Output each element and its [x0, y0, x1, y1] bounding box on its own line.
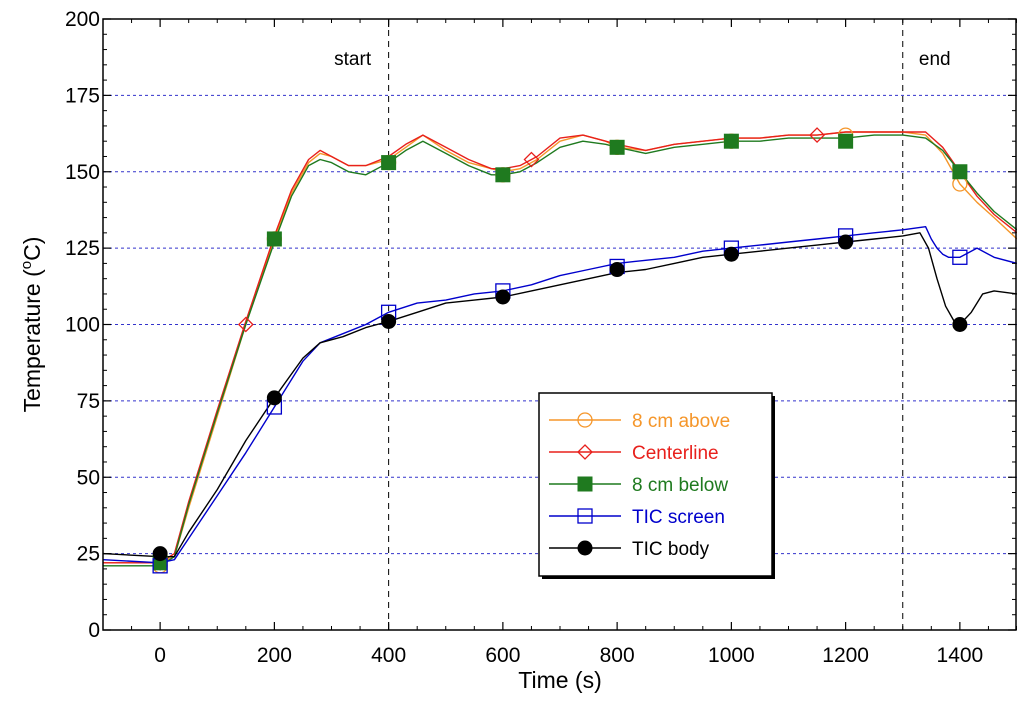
annotation-start: start [334, 49, 372, 70]
y-axis-label: Temperature (oC) [18, 237, 45, 413]
series-marker-2 [838, 133, 854, 149]
legend-label: 8 cm below [632, 475, 728, 496]
series-marker-1 [523, 151, 540, 168]
y-axis-label-superscript: o [18, 261, 35, 269]
series-marker-2 [381, 155, 397, 171]
series-marker-4 [609, 262, 625, 278]
y-tick-label: 50 [77, 466, 100, 489]
series-line-4 [102, 232, 1017, 558]
legend-label: Centerline [632, 443, 719, 464]
x-tick-label: 0 [154, 644, 166, 667]
series-marker-2 [495, 167, 511, 183]
series-marker-2 [723, 133, 739, 149]
y-tick-label: 0 [88, 619, 100, 642]
x-tick-label: 600 [485, 644, 520, 667]
legend: 8 cm above Centerline 8 cm below TIC screen… [538, 392, 775, 579]
x-tick-label: 400 [371, 644, 406, 667]
y-axis-label-main: Temperature ( [19, 269, 45, 413]
annotation-end: end [919, 49, 951, 70]
y-tick-label: 150 [65, 161, 100, 184]
legend-label: TIC screen [632, 507, 725, 528]
series-marker-4 [952, 317, 968, 332]
y-tick-label: 125 [65, 237, 100, 260]
x-tick-label: 800 [600, 644, 635, 667]
legend-marker [577, 476, 593, 492]
y-tick-label: 25 [77, 543, 100, 566]
series-marker-4 [495, 289, 511, 305]
x-tick-label: 1000 [708, 644, 755, 667]
x-tick-label: 1400 [937, 644, 984, 667]
y-tick-label: 175 [65, 84, 100, 107]
series-marker-4 [266, 390, 282, 406]
series-marker-1 [809, 127, 825, 144]
series-marker-2 [952, 164, 968, 180]
series-marker-4 [723, 246, 739, 262]
axis-ticks [102, 18, 1017, 631]
tick-labels: 0 200 400 600 800 1000 1200 1400 0 25 50 75 100 125 15… [65, 8, 983, 667]
y-axis-label-end: C) [19, 237, 45, 261]
x-axis-label: Time (s) [518, 667, 601, 693]
x-tick-label: 1200 [822, 644, 869, 667]
series-marker-3 [952, 249, 968, 265]
series-markers [152, 127, 968, 574]
series-marker-4 [381, 313, 397, 329]
legend-marker [577, 444, 593, 460]
series-marker-4 [152, 546, 168, 562]
y-tick-label: 100 [65, 314, 100, 337]
event-lines [388, 19, 904, 630]
series-marker-4 [838, 234, 854, 250]
x-tick-label: 200 [257, 644, 292, 667]
series-line-1 [103, 131, 1017, 564]
legend-marker [577, 540, 593, 556]
y-tick-label: 200 [65, 8, 100, 31]
series-marker-1 [237, 316, 254, 333]
series-line-2 [103, 134, 1017, 567]
legend-label: 8 cm above [632, 411, 730, 432]
legend-marker [577, 508, 593, 524]
series-marker-2 [609, 139, 625, 155]
legend-label: TIC body [632, 539, 710, 560]
series-marker-2 [266, 231, 282, 247]
legend-marker [577, 412, 593, 428]
y-tick-label: 75 [77, 390, 100, 413]
